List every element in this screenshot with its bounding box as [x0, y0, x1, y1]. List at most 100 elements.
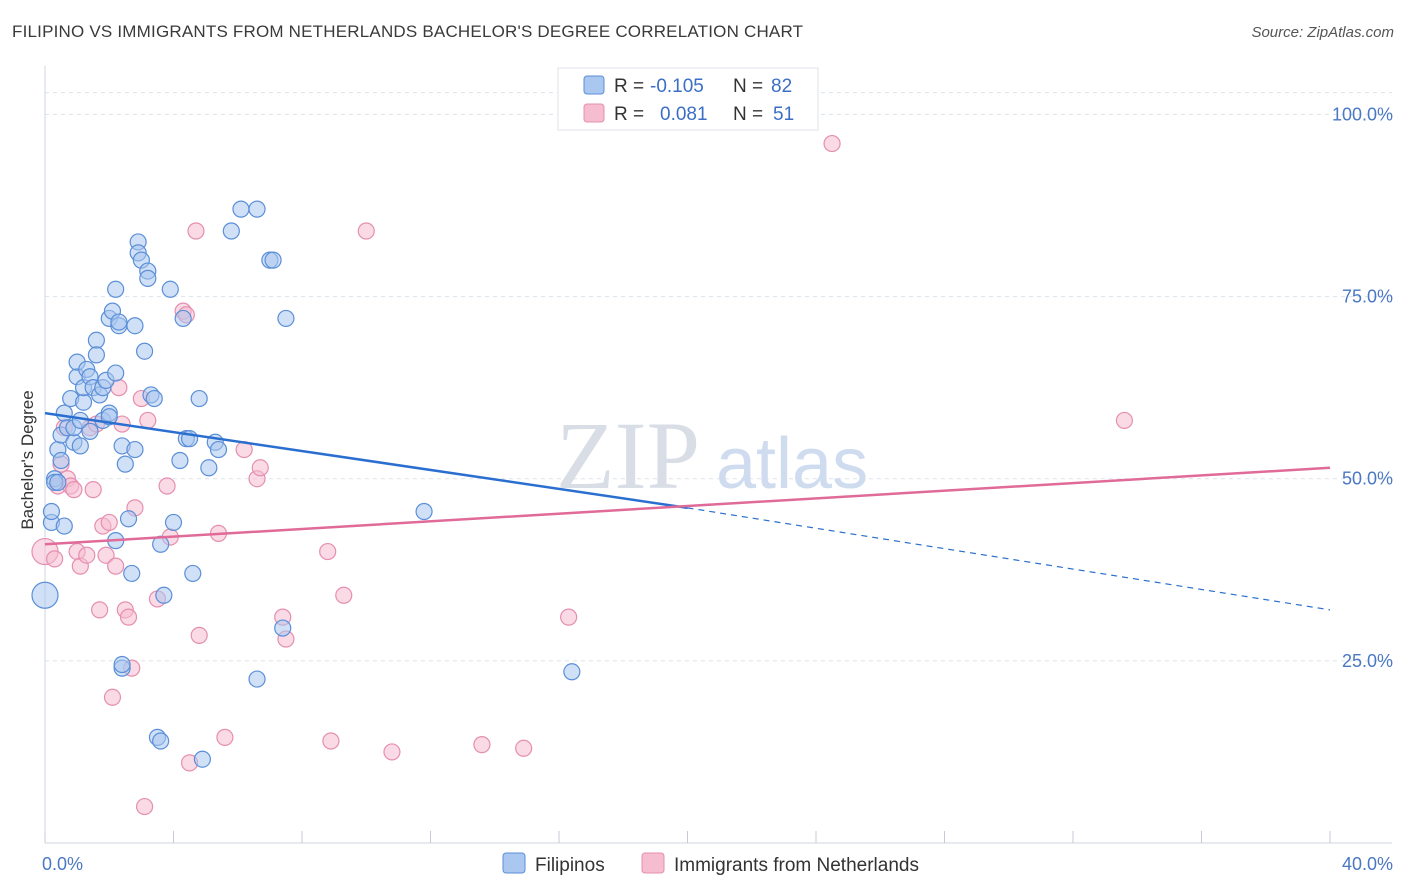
- legend-r-value: 0.081: [660, 104, 708, 125]
- point-filipinos: [52, 451, 70, 470]
- point-netherlands: [322, 732, 340, 750]
- legend-top: R = -0.105 N = 82 R = 0.081 N = 51: [557, 67, 819, 131]
- point-netherlands: [515, 739, 533, 757]
- point-filipinos: [116, 455, 134, 473]
- point-netherlands: [103, 688, 122, 706]
- point-filipinos: [200, 459, 218, 477]
- point-filipinos: [110, 313, 128, 331]
- point-netherlands: [119, 608, 138, 626]
- point-netherlands: [46, 550, 64, 568]
- legend-swatch-blue: [583, 75, 605, 95]
- point-filipinos: [152, 732, 170, 750]
- point-filipinos: [563, 663, 581, 681]
- legend-r-label: R =: [614, 76, 644, 97]
- point-netherlands: [1115, 411, 1134, 430]
- point-filipinos: [135, 342, 154, 360]
- trend-line-filipinos: [44, 411, 688, 510]
- point-netherlands: [158, 477, 176, 495]
- point-netherlands: [65, 481, 83, 499]
- y-tick-label: 50.0%: [1342, 469, 1393, 489]
- point-netherlands: [91, 601, 109, 619]
- point-netherlands: [251, 459, 269, 477]
- point-netherlands: [135, 797, 154, 816]
- legend-bottom-label-netherlands: Immigrants from Netherlands: [674, 855, 919, 876]
- point-filipinos: [161, 280, 179, 298]
- legend-bottom: Filipinos Immigrants from Netherlands: [502, 852, 919, 876]
- point-filipinos: [209, 440, 228, 459]
- y-tick-label: 100.0%: [1332, 104, 1393, 124]
- point-netherlands: [100, 513, 118, 532]
- point-netherlands: [216, 728, 234, 746]
- point-filipinos: [107, 364, 125, 382]
- y-tick-label: 25.0%: [1342, 651, 1393, 671]
- point-filipinos: [31, 581, 59, 609]
- point-netherlands: [78, 546, 96, 564]
- legend-n-label: N =: [733, 104, 763, 125]
- point-netherlands: [560, 608, 578, 626]
- point-netherlands: [190, 626, 208, 644]
- point-filipinos: [126, 440, 144, 459]
- point-filipinos: [126, 317, 144, 335]
- point-filipinos: [248, 200, 266, 218]
- point-filipinos: [139, 269, 157, 287]
- trend-lines: [44, 411, 1331, 611]
- point-filipinos: [71, 437, 89, 455]
- point-filipinos: [274, 619, 292, 637]
- x-tick-labels: 0.0% 40.0%: [42, 854, 1393, 874]
- point-filipinos: [74, 393, 93, 411]
- watermark-zip: ZIP: [556, 402, 700, 509]
- watermark-atlas: atlas: [716, 424, 868, 504]
- point-netherlands: [335, 586, 353, 604]
- point-filipinos: [415, 502, 433, 521]
- legend-r-value: -0.105: [650, 76, 704, 97]
- x-tick-label: 0.0%: [42, 854, 83, 874]
- point-filipinos: [155, 586, 173, 604]
- point-netherlands: [107, 557, 125, 575]
- chart-title: FILIPINO VS IMMIGRANTS FROM NETHERLANDS …: [12, 22, 804, 41]
- point-netherlands: [84, 481, 102, 499]
- legend-n-label: N =: [733, 76, 763, 97]
- legend-bottom-swatch-blue: [502, 852, 526, 874]
- point-netherlands: [383, 743, 401, 761]
- point-filipinos: [55, 517, 73, 535]
- source-label: Source: ZipAtlas.com: [1251, 24, 1394, 41]
- point-filipinos: [81, 422, 99, 440]
- point-filipinos: [264, 251, 282, 269]
- point-netherlands: [139, 411, 157, 430]
- point-filipinos: [277, 309, 295, 328]
- axes: [44, 66, 1392, 844]
- point-filipinos: [42, 502, 61, 521]
- point-netherlands: [319, 542, 337, 561]
- grid-lines: [45, 92, 1392, 662]
- y-axis-label: Bachelor's Degree: [18, 390, 37, 529]
- point-netherlands: [473, 736, 491, 754]
- point-filipinos: [248, 670, 266, 688]
- x-tick-label: 40.0%: [1342, 854, 1393, 874]
- point-filipinos: [55, 404, 73, 422]
- y-tick-labels: 25.0% 50.0% 75.0% 100.0%: [1332, 104, 1393, 670]
- point-netherlands: [823, 134, 841, 153]
- point-filipinos: [190, 389, 208, 408]
- point-filipinos: [123, 564, 141, 583]
- point-netherlands: [187, 222, 205, 240]
- point-filipinos: [222, 222, 240, 240]
- point-netherlands: [97, 546, 115, 564]
- point-filipinos: [87, 346, 106, 364]
- y-tick-label: 75.0%: [1342, 287, 1393, 307]
- point-filipinos: [232, 200, 250, 218]
- point-filipinos: [184, 564, 202, 583]
- point-filipinos: [119, 510, 138, 528]
- series-filipinos-points: [31, 200, 581, 768]
- point-filipinos: [171, 451, 189, 470]
- point-filipinos: [193, 750, 212, 768]
- legend-r-label: R =: [614, 104, 644, 125]
- trend-line-netherlands: [44, 466, 1331, 546]
- trend-line-filipinos-extension: [687, 507, 1331, 611]
- point-filipinos: [174, 309, 192, 328]
- point-filipinos: [107, 280, 125, 298]
- point-filipinos: [87, 331, 106, 349]
- point-filipinos: [164, 513, 183, 532]
- legend-n-value: 82: [771, 76, 792, 97]
- legend-swatch-pink: [583, 103, 605, 123]
